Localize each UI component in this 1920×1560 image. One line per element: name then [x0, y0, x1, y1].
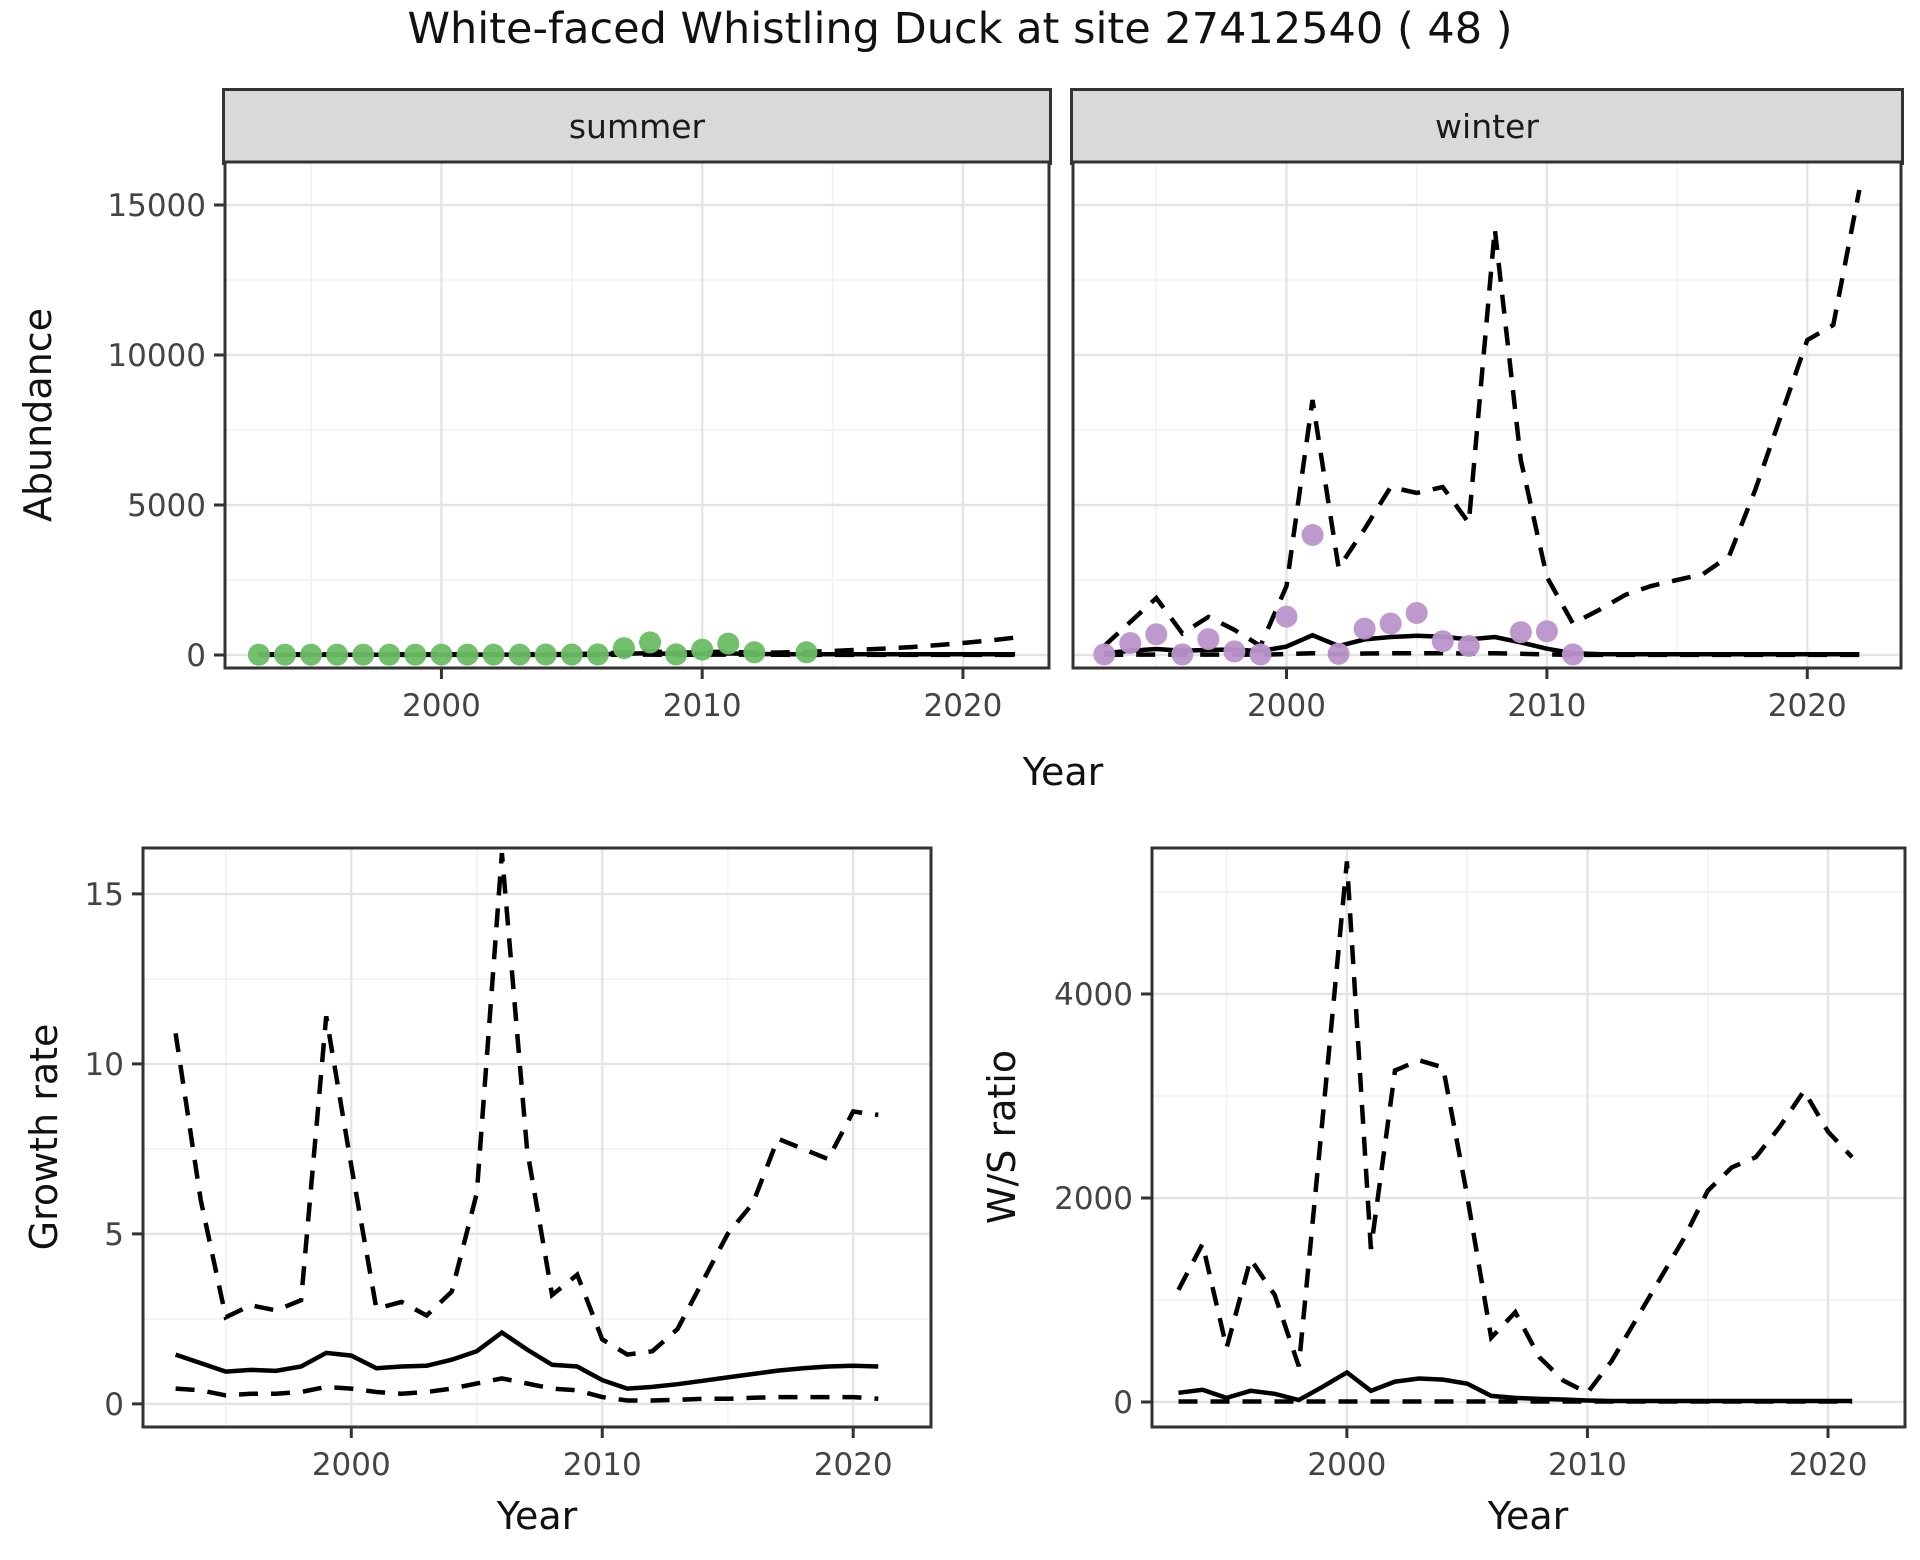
observed-counts-point [300, 643, 323, 666]
observed-counts-point [1197, 628, 1220, 651]
y-axis-tick-label: 5000 [127, 488, 206, 524]
observed-counts-point [1119, 632, 1142, 655]
y-axis-tick-label: 0 [186, 638, 206, 674]
observed-counts-point [560, 643, 583, 666]
x-axis-tick-label: 2000 [1307, 1447, 1386, 1483]
upper-ci-line [173, 852, 879, 1357]
ws-ratio-panel-background [1152, 848, 1905, 1427]
observed-counts-point [378, 643, 401, 666]
observed-counts-point [1379, 612, 1402, 635]
observed-counts-point [1171, 643, 1194, 666]
observed-counts-point [1405, 602, 1428, 625]
abundance-summer-panel-border [223, 160, 1051, 670]
y-axis-tick-label: 10000 [107, 338, 206, 374]
y-axis-tick-label: 4000 [1054, 977, 1133, 1013]
observed-counts-point [1327, 642, 1350, 665]
y-axis-tick-label: 10 [85, 1047, 124, 1083]
observed-counts-point [430, 643, 453, 666]
observed-counts-point [1535, 620, 1558, 643]
y-axis-tick-label: 0 [1113, 1385, 1133, 1421]
observed-counts-point [508, 643, 531, 666]
facet-strip-winter-label: winter [1435, 107, 1539, 146]
observed-counts-point [1093, 643, 1116, 666]
x-axis-tick-label: 2010 [563, 1447, 642, 1483]
x-axis-tick-label: 2020 [923, 688, 1002, 724]
observed-counts-point [482, 643, 505, 666]
abundance-summer-panel-background [225, 162, 1049, 668]
ws-ratio-estimate-line [1178, 1369, 1853, 1404]
observed-counts-point [352, 643, 375, 666]
observed-counts-point [1223, 640, 1246, 663]
observed-counts-point [743, 641, 766, 664]
facet-strip-summer-label: summer [568, 107, 706, 146]
x-axis-tick-label: 2020 [814, 1447, 893, 1483]
observed-counts-point [795, 641, 818, 664]
observed-counts-point [1509, 621, 1532, 644]
facet-strip-summer: summer [222, 88, 1052, 165]
chart-title: White-faced Whistling Duck at site 27412… [407, 4, 1513, 54]
abundance-winter-panel [1071, 160, 1903, 670]
observed-counts-point [1145, 623, 1168, 646]
upper-ci-line [1176, 861, 1854, 1396]
observed-counts-point [1249, 643, 1272, 666]
y-axis-tick-label: 5 [104, 1217, 124, 1253]
x-axis-tick-label: 2010 [1548, 1447, 1627, 1483]
y-axis-tick-label: 2000 [1054, 1181, 1133, 1217]
lower-ci-line [175, 1376, 879, 1403]
observed-counts-point [273, 643, 296, 666]
observed-counts-point [586, 643, 609, 666]
x-axis-tick-label: 2010 [663, 688, 742, 724]
ws-ratio-panel [1150, 846, 1907, 1429]
growth-rate-x-axis-title: Year [496, 1494, 578, 1538]
observed-counts-point [665, 643, 688, 666]
abundance-summer-panel [223, 160, 1051, 670]
growth-rate-estimate-line [174, 1329, 879, 1391]
growth-rate-panel-background [143, 848, 931, 1427]
observed-counts-point [639, 631, 662, 654]
observed-counts-point [1457, 635, 1480, 658]
ws-ratio-panel-border [1150, 846, 1907, 1429]
y-axis-tick-label: 15000 [107, 188, 206, 224]
growth-rate-panel [141, 846, 933, 1429]
observed-counts-point [326, 643, 349, 666]
abundance-winter-panel-border [1071, 160, 1903, 670]
observed-counts-point [1353, 617, 1376, 640]
x-axis-tick-label: 2000 [1247, 688, 1326, 724]
abundance-winter-panel-background [1073, 162, 1901, 668]
observed-counts-point [456, 643, 479, 666]
growth-rate-panel-border [141, 846, 933, 1429]
x-axis-tick-label: 2000 [312, 1447, 391, 1483]
observed-counts-point [534, 643, 557, 666]
observed-counts-point [612, 637, 635, 660]
top-x-axis-title: Year [1022, 750, 1104, 794]
y-axis-tick-label: 15 [85, 877, 124, 913]
observed-counts-point [247, 643, 270, 666]
observed-counts-point [691, 638, 714, 661]
facet-strip-winter: winter [1070, 88, 1904, 165]
x-axis-tick-label: 2000 [402, 688, 481, 724]
observed-counts-point [1301, 524, 1324, 547]
observed-counts-point [404, 643, 427, 666]
observed-counts-point [717, 632, 740, 655]
x-axis-tick-label: 2020 [1789, 1447, 1868, 1483]
observed-counts-point [1275, 605, 1298, 628]
x-axis-tick-label: 2010 [1507, 688, 1586, 724]
observed-counts-point [1561, 643, 1584, 666]
upper-ci-line [1102, 189, 1862, 650]
y-axis-tick-label: 0 [104, 1387, 124, 1423]
x-axis-tick-label: 2020 [1768, 688, 1847, 724]
observed-counts-point [1431, 630, 1454, 653]
ws-ratio-x-axis-title: Year [1487, 1494, 1569, 1538]
